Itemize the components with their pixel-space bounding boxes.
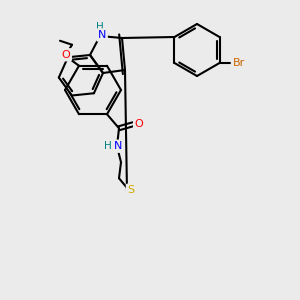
Text: N: N (114, 141, 122, 151)
Text: S: S (128, 185, 135, 195)
Text: O: O (135, 119, 143, 129)
Text: Br: Br (232, 58, 244, 68)
Text: O: O (61, 50, 70, 60)
Text: H: H (104, 141, 112, 151)
Text: H: H (96, 22, 104, 32)
Text: N: N (98, 30, 106, 40)
